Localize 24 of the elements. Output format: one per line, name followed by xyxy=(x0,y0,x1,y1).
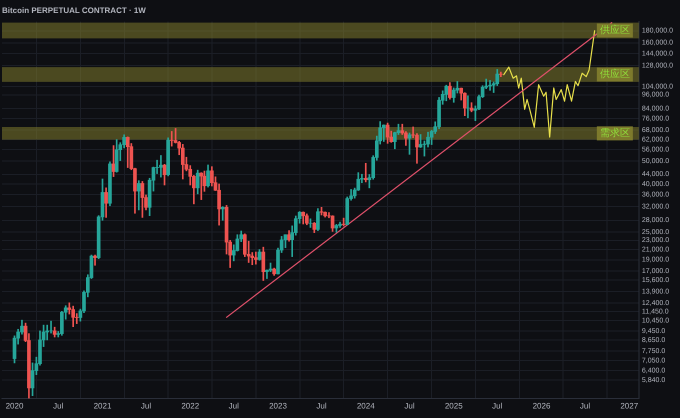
x-tick-label: 2020 xyxy=(6,401,24,410)
x-tick-label: 2024 xyxy=(356,401,376,410)
band-label: 供应区 xyxy=(600,24,630,36)
x-tick-label: Jul xyxy=(228,401,240,410)
candlestick xyxy=(466,96,470,118)
candlestick xyxy=(408,132,412,155)
x-tick-label: Jul xyxy=(492,401,503,410)
x-tick-label: 2027 xyxy=(620,401,639,410)
x-tick-label: 2022 xyxy=(181,401,200,410)
chart-title: Bitcoin PERPETUAL CONTRACT · 1W xyxy=(2,6,146,16)
x-tick-label: Jul xyxy=(316,401,327,410)
band-label: 需求区 xyxy=(600,126,630,139)
x-tick-label: 2021 xyxy=(94,401,112,410)
x-tick-label: Jul xyxy=(404,401,415,410)
x-tick-label: Jul xyxy=(140,401,152,410)
x-tick-label: 2025 xyxy=(444,401,464,410)
x-tick-label: Jul xyxy=(580,401,590,410)
candlestick xyxy=(93,254,97,266)
band-label: 供应区 xyxy=(600,68,630,80)
x-tick-label: 2026 xyxy=(532,401,551,410)
candlestick xyxy=(320,206,324,216)
x-tick-label: 2023 xyxy=(269,401,288,410)
x-tick-label: Jul xyxy=(53,401,64,410)
candlestick xyxy=(488,80,492,91)
